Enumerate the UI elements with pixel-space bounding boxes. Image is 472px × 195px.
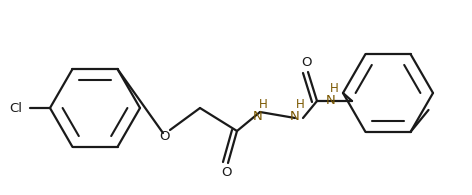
- Text: O: O: [222, 167, 232, 180]
- Text: O: O: [302, 56, 312, 68]
- Text: N: N: [326, 93, 336, 106]
- Text: N: N: [253, 110, 263, 122]
- Text: Cl: Cl: [9, 102, 22, 114]
- Text: H: H: [259, 98, 267, 111]
- Text: N: N: [290, 110, 300, 122]
- Text: O: O: [160, 130, 170, 144]
- Text: H: H: [329, 82, 338, 95]
- Text: H: H: [295, 98, 304, 111]
